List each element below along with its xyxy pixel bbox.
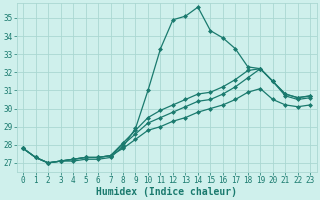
X-axis label: Humidex (Indice chaleur): Humidex (Indice chaleur) bbox=[96, 186, 237, 197]
